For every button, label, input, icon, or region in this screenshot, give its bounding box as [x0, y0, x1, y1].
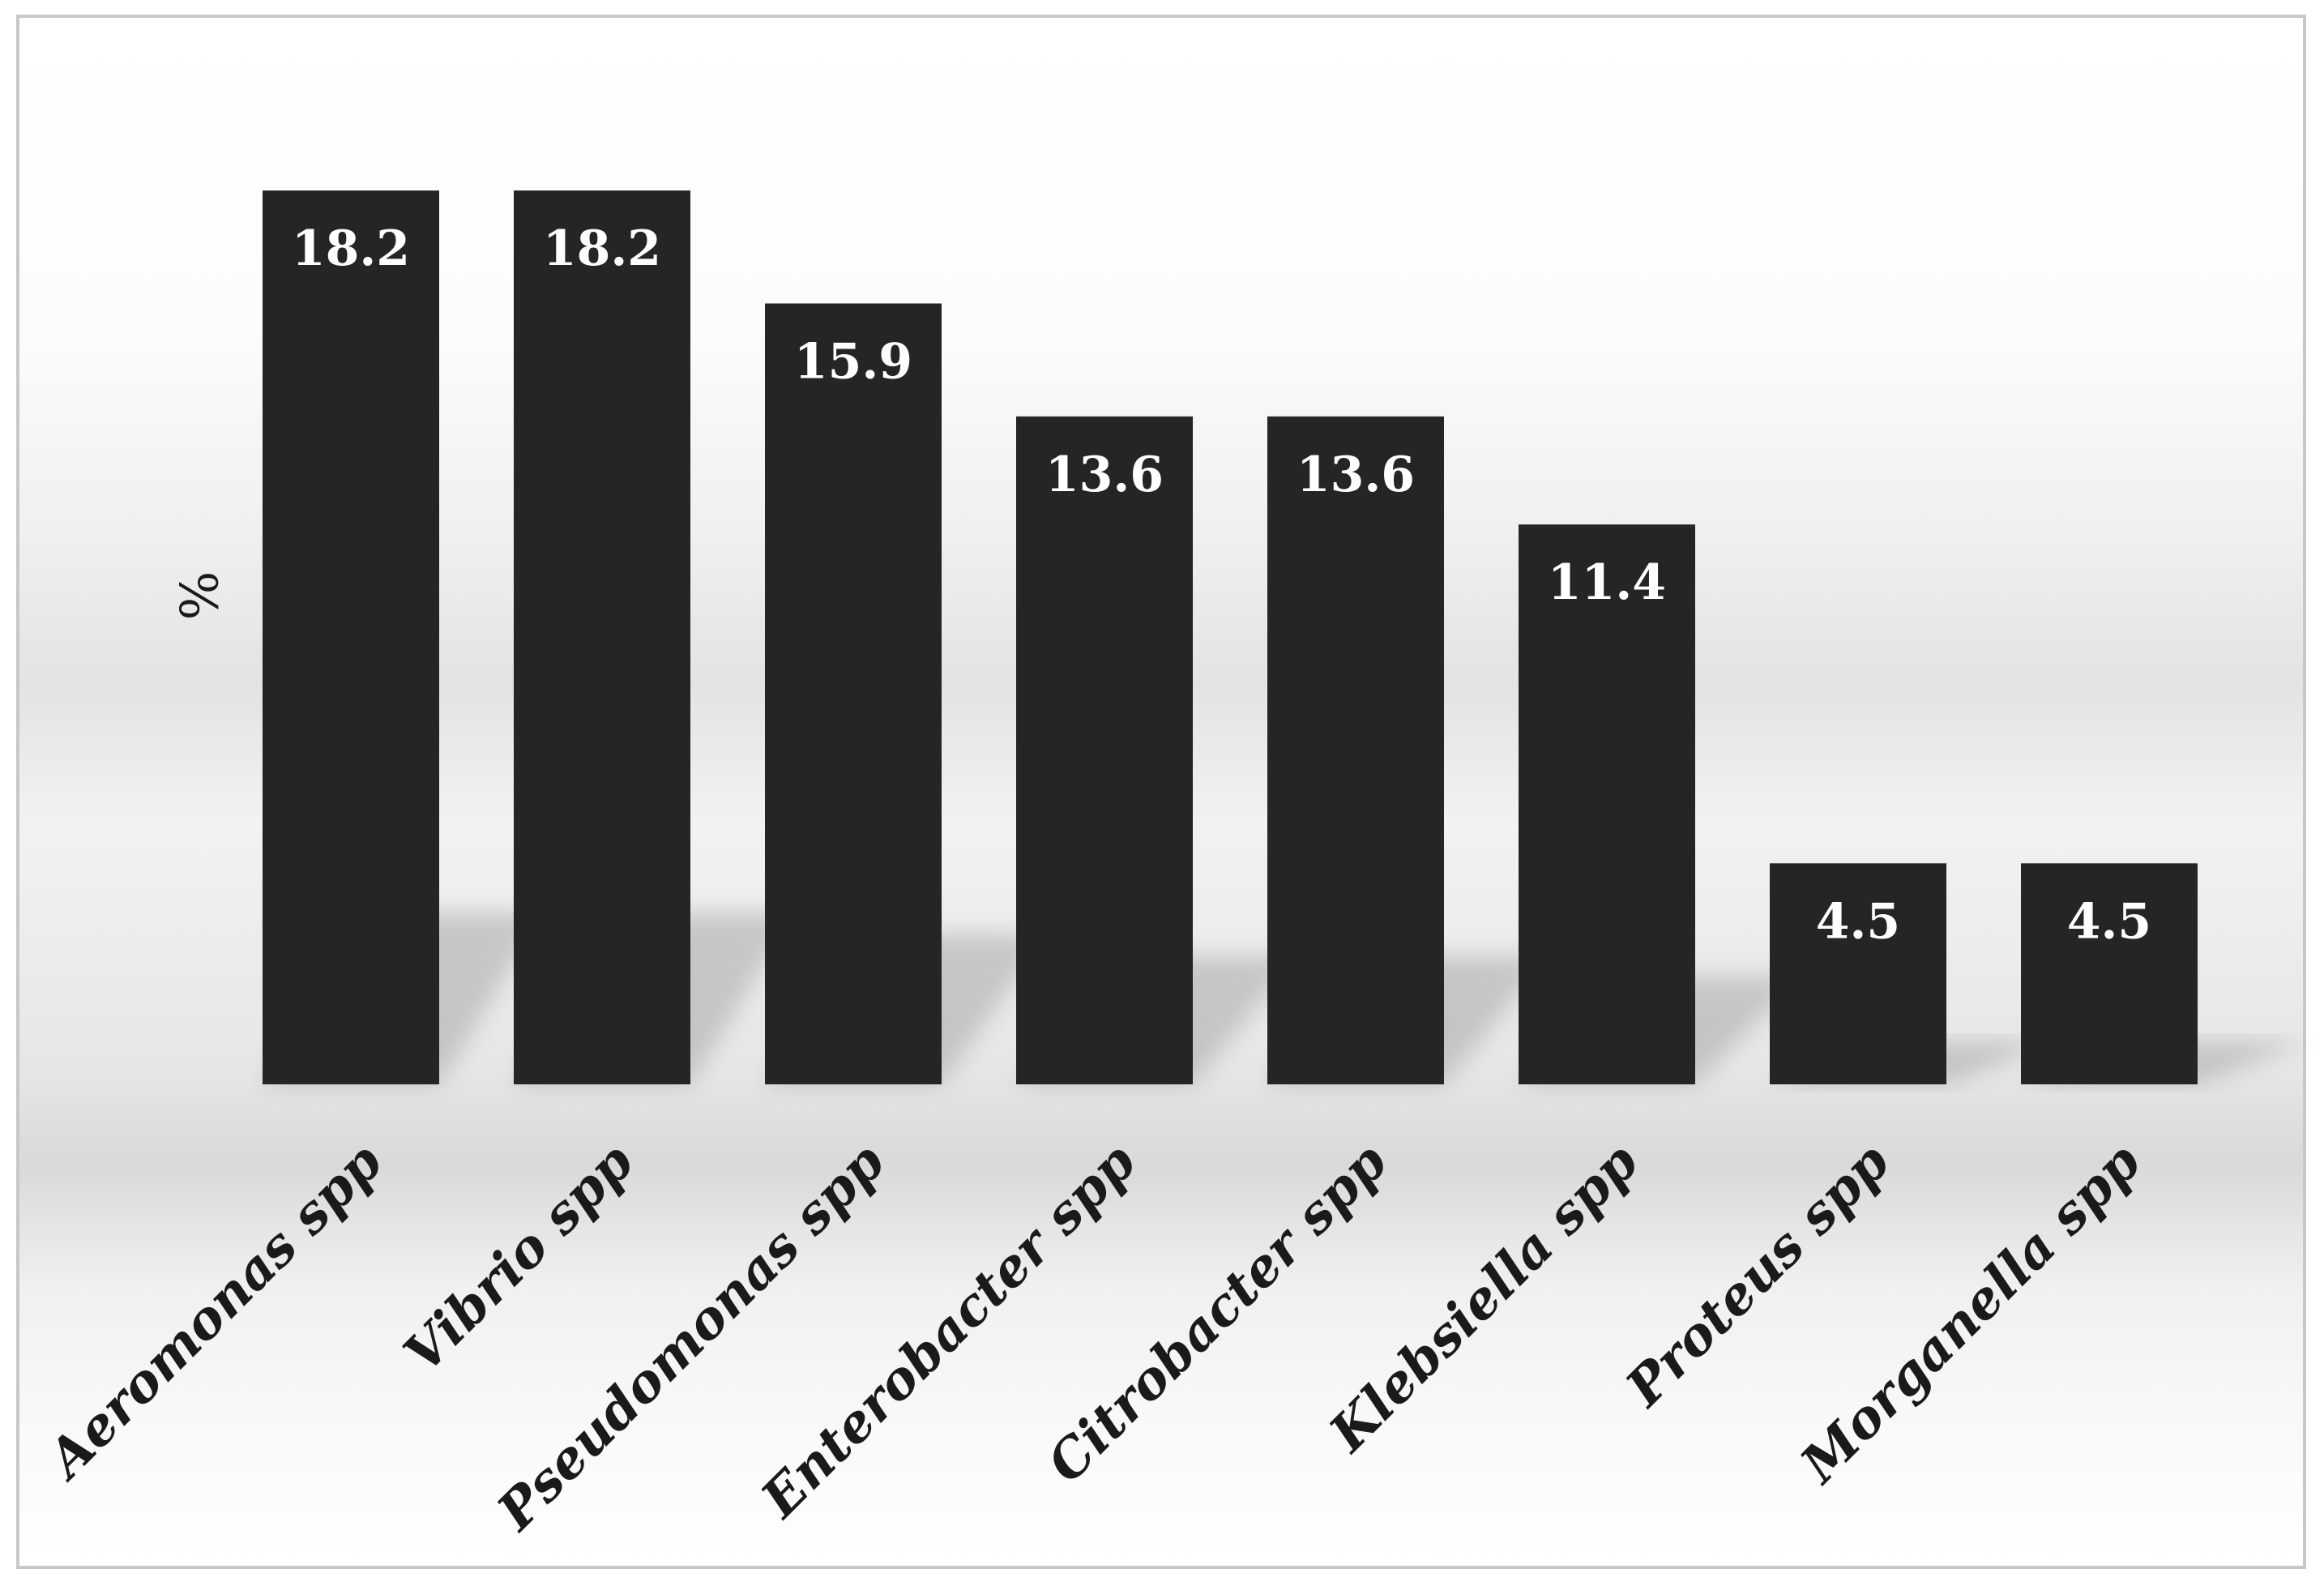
- category-tick-label: Aeromonas spp: [34, 1131, 395, 1492]
- data-label: 4.5: [2067, 893, 2151, 950]
- y-axis-label: %: [167, 571, 227, 621]
- bar: [2021, 863, 2198, 1084]
- data-label: 15.9: [794, 333, 912, 390]
- data-label: 13.6: [1045, 447, 1164, 503]
- data-label: 11.4: [1548, 554, 1666, 611]
- category-tick-label: Proteus spp: [1613, 1131, 1901, 1419]
- data-label: 18.2: [292, 220, 410, 277]
- bar: [1016, 416, 1193, 1084]
- bar: [514, 190, 690, 1085]
- bar: [765, 303, 942, 1085]
- category-tick-label: Vibrio spp: [392, 1131, 645, 1384]
- bars-group: [263, 190, 2198, 1085]
- value-labels-group: 18.2 18.2 15.9 13.6 13.6 11.4 4.5 4.5: [292, 220, 2151, 950]
- bar: [1267, 416, 1444, 1084]
- data-label: 13.6: [1297, 447, 1415, 503]
- bar: [1770, 863, 1946, 1084]
- bar: [1519, 524, 1695, 1084]
- bar: [263, 190, 439, 1085]
- data-label: 4.5: [1816, 893, 1900, 950]
- data-label: 18.2: [543, 220, 661, 277]
